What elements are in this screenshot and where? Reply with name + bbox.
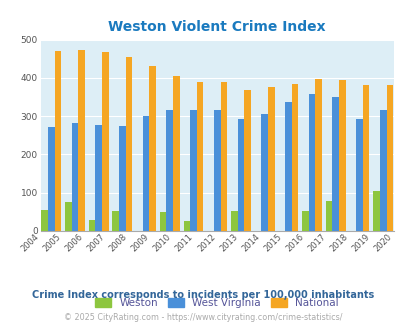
Bar [379, 111, 386, 231]
Bar [143, 116, 149, 231]
Bar [230, 211, 237, 231]
Text: Crime Index corresponds to incidents per 100,000 inhabitants: Crime Index corresponds to incidents per… [32, 290, 373, 300]
Bar [291, 84, 298, 231]
Legend: Weston, West Virginia, National: Weston, West Virginia, National [91, 294, 342, 312]
Bar [54, 51, 61, 231]
Title: Weston Violent Crime Index: Weston Violent Crime Index [108, 20, 325, 34]
Bar [220, 82, 227, 231]
Bar [160, 212, 166, 231]
Bar [126, 57, 132, 231]
Bar [173, 76, 179, 231]
Bar [261, 114, 267, 231]
Bar [102, 52, 109, 231]
Bar [308, 94, 315, 231]
Bar [112, 211, 119, 231]
Bar [88, 220, 95, 231]
Bar [71, 123, 78, 231]
Bar [95, 125, 102, 231]
Bar [355, 119, 362, 231]
Bar [78, 50, 85, 231]
Bar [386, 85, 392, 231]
Bar [244, 90, 250, 231]
Bar [237, 119, 244, 231]
Bar [65, 202, 71, 231]
Bar [372, 191, 379, 231]
Bar [325, 201, 332, 231]
Bar [41, 210, 48, 231]
Bar [284, 102, 291, 231]
Text: © 2025 CityRating.com - https://www.cityrating.com/crime-statistics/: © 2025 CityRating.com - https://www.city… [64, 313, 341, 322]
Bar [332, 97, 338, 231]
Bar [213, 110, 220, 231]
Bar [149, 66, 156, 231]
Bar [301, 211, 308, 231]
Bar [267, 87, 274, 231]
Bar [362, 85, 369, 231]
Bar [183, 221, 190, 231]
Bar [190, 110, 196, 231]
Bar [166, 110, 173, 231]
Bar [338, 80, 345, 231]
Bar [119, 126, 126, 231]
Bar [48, 127, 54, 231]
Bar [196, 82, 203, 231]
Bar [315, 79, 321, 231]
